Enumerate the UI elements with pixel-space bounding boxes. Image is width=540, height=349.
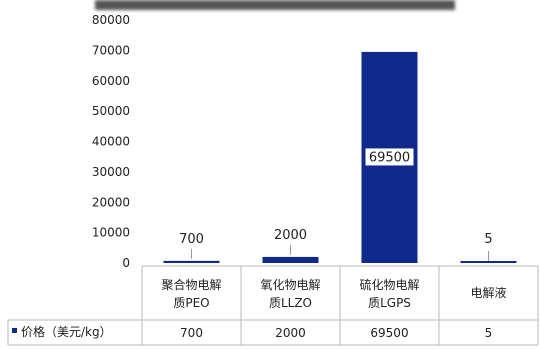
data-label: 700 <box>179 232 204 247</box>
table-value: 700 <box>180 326 203 340</box>
y-tick-label: 30000 <box>92 165 130 179</box>
category-label: 硫化物电解 <box>359 277 419 292</box>
y-axis: 0 10000 20000 30000 40000 50000 60000 70000 8000… <box>92 13 130 270</box>
bars <box>163 51 517 263</box>
data-labels: 700 2000 69500 5 <box>179 148 493 261</box>
legend-series-name: 价格（美元/kg） <box>21 324 112 339</box>
y-tick-label: 0 <box>122 256 130 270</box>
y-tick-label: 20000 <box>92 195 130 209</box>
y-tick-label: 10000 <box>92 226 130 240</box>
table-value: 5 <box>485 326 493 340</box>
bar <box>460 261 517 263</box>
category-label: 聚合物电解 <box>161 277 221 292</box>
y-tick-label: 70000 <box>92 43 130 57</box>
table-value: 69500 <box>370 326 408 340</box>
legend-swatch <box>12 328 17 333</box>
data-label-box <box>365 148 414 166</box>
data-label: 69500 <box>369 150 410 165</box>
y-tick-label: 50000 <box>92 104 130 118</box>
chart-title-blur <box>95 0 455 10</box>
data-label: 2000 <box>274 228 307 243</box>
y-tick-label: 40000 <box>92 135 130 149</box>
y-tick-label: 60000 <box>92 74 130 88</box>
category-label: 质LGPS <box>368 296 411 310</box>
category-label: 电解液 <box>470 285 506 300</box>
category-label: 质PEO <box>173 296 209 310</box>
data-label: 5 <box>484 232 492 247</box>
category-label: 质LLZO <box>269 296 312 310</box>
category-label: 氧化物电解 <box>260 278 320 292</box>
table-value: 2000 <box>275 326 306 340</box>
bar <box>262 256 319 263</box>
y-tick-label: 80000 <box>92 13 130 27</box>
bar <box>163 260 220 263</box>
